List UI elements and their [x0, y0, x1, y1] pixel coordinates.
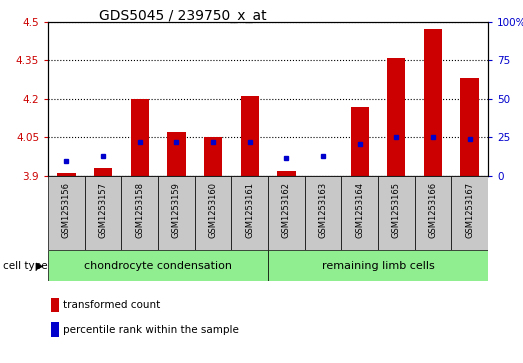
- Bar: [350, 107, 369, 176]
- FancyBboxPatch shape: [195, 176, 231, 250]
- Text: ▶: ▶: [36, 261, 43, 271]
- FancyBboxPatch shape: [85, 176, 121, 250]
- Bar: [277, 171, 295, 176]
- Bar: [204, 138, 222, 176]
- Bar: [51, 298, 59, 313]
- Text: GSM1253159: GSM1253159: [172, 182, 181, 238]
- Bar: [58, 174, 76, 176]
- Text: GSM1253160: GSM1253160: [209, 182, 218, 238]
- Text: cell type: cell type: [3, 261, 47, 271]
- Text: transformed count: transformed count: [63, 300, 160, 310]
- Bar: [167, 132, 186, 176]
- Text: GSM1253167: GSM1253167: [465, 182, 474, 238]
- Bar: [94, 168, 112, 176]
- Text: percentile rank within the sample: percentile rank within the sample: [63, 325, 238, 335]
- FancyBboxPatch shape: [268, 176, 305, 250]
- Text: remaining limb cells: remaining limb cells: [322, 261, 435, 271]
- FancyBboxPatch shape: [48, 250, 268, 281]
- Text: GSM1253158: GSM1253158: [135, 182, 144, 238]
- Bar: [241, 96, 259, 176]
- Text: GDS5045 / 239750_x_at: GDS5045 / 239750_x_at: [99, 9, 267, 23]
- Text: GSM1253161: GSM1253161: [245, 182, 254, 238]
- FancyBboxPatch shape: [48, 176, 85, 250]
- FancyBboxPatch shape: [121, 176, 158, 250]
- Bar: [424, 29, 442, 176]
- Bar: [51, 322, 59, 337]
- FancyBboxPatch shape: [415, 176, 451, 250]
- Text: GSM1253166: GSM1253166: [428, 182, 437, 238]
- Text: GSM1253163: GSM1253163: [319, 182, 327, 238]
- Text: chondrocyte condensation: chondrocyte condensation: [84, 261, 232, 271]
- Bar: [131, 99, 149, 176]
- Bar: [460, 78, 479, 176]
- Bar: [387, 58, 405, 176]
- Text: GSM1253162: GSM1253162: [282, 182, 291, 238]
- FancyBboxPatch shape: [342, 176, 378, 250]
- FancyBboxPatch shape: [158, 176, 195, 250]
- FancyBboxPatch shape: [231, 176, 268, 250]
- Text: GSM1253157: GSM1253157: [99, 182, 108, 238]
- FancyBboxPatch shape: [378, 176, 415, 250]
- Text: GSM1253165: GSM1253165: [392, 182, 401, 238]
- FancyBboxPatch shape: [268, 250, 488, 281]
- FancyBboxPatch shape: [305, 176, 342, 250]
- Text: GSM1253164: GSM1253164: [355, 182, 364, 238]
- Text: GSM1253156: GSM1253156: [62, 182, 71, 238]
- FancyBboxPatch shape: [451, 176, 488, 250]
